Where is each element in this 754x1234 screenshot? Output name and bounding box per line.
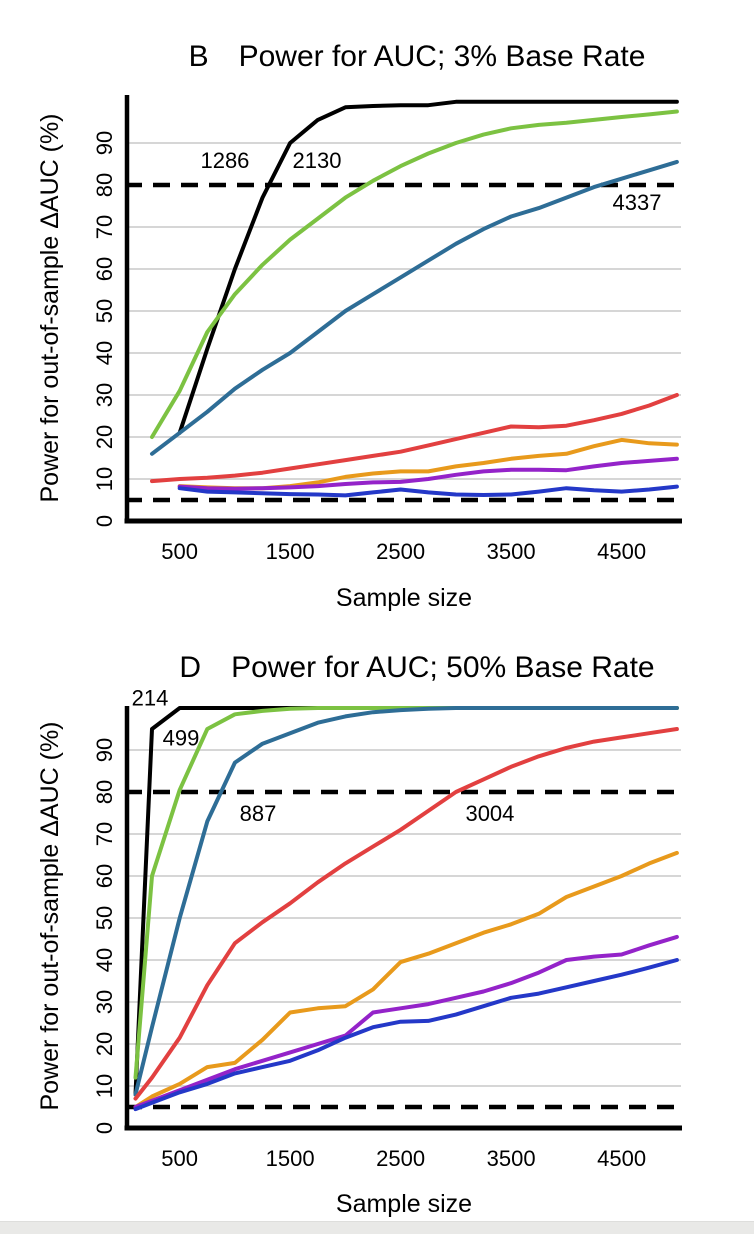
x-tick-label: 4500: [597, 539, 646, 564]
annotation-1286: 1286: [200, 148, 249, 173]
y-tick-label: 90: [92, 738, 117, 762]
annotation-214: 214: [132, 686, 169, 711]
y-tick-label: 70: [92, 822, 117, 846]
annotation-3004: 3004: [465, 801, 514, 826]
panel-d-title: D Power for AUC; 50% Base Rate: [140, 651, 694, 685]
series-line-teal: [150, 159, 679, 456]
annotation-2130: 2130: [293, 148, 342, 173]
series-line-orange: [133, 850, 679, 1109]
panel-b-x-axis-label: Sample size: [335, 584, 473, 612]
panel-b-title: B Power for AUC; 3% Base Rate: [140, 40, 694, 74]
x-tick-label: 3500: [487, 1146, 536, 1171]
x-tick-label: 1500: [266, 1146, 315, 1171]
y-tick-label: 0: [92, 1122, 117, 1134]
series-line-red: [133, 727, 679, 1101]
series-line-blue: [177, 484, 679, 498]
series-line-black: [177, 99, 679, 435]
x-tick-label: 1500: [266, 539, 315, 564]
panel-d-y-axis-label: Power for out-of-sample ΔAUC (%): [36, 721, 64, 1111]
y-tick-label: 40: [92, 948, 117, 972]
series-line-black: [133, 706, 679, 1097]
series-line-teal: [133, 706, 679, 1097]
series-line-green: [150, 109, 679, 439]
panel-b-title-text: Power for AUC; 3% Base Rate: [238, 40, 646, 73]
y-tick-label: 10: [92, 1074, 117, 1098]
y-tick-label: 40: [92, 341, 117, 365]
panel-d-x-axis-label: Sample size: [335, 1190, 473, 1218]
panel-b-y-axis-label: Power for out-of-sample ΔAUC (%): [36, 113, 64, 503]
y-tick-label: 60: [92, 864, 117, 888]
x-tick-label: 3500: [487, 539, 536, 564]
series-line-blue: [133, 958, 679, 1112]
y-tick-label: 30: [92, 990, 117, 1014]
annotation-4337: 4337: [613, 190, 662, 215]
y-tick-label: 90: [92, 131, 117, 155]
x-tick-label: 2500: [376, 539, 425, 564]
annotation-499: 499: [163, 725, 200, 750]
y-tick-label: 20: [92, 425, 117, 449]
page-edge-strip: [0, 1221, 754, 1234]
y-tick-label: 80: [92, 780, 117, 804]
y-tick-label: 60: [92, 257, 117, 281]
panel-d-letter: D: [179, 651, 202, 684]
x-tick-label: 500: [161, 539, 198, 564]
y-tick-label: 70: [92, 215, 117, 239]
x-tick-label: 500: [161, 1146, 198, 1171]
y-tick-label: 50: [92, 906, 117, 930]
y-tick-label: 0: [92, 515, 117, 527]
x-tick-label: 4500: [597, 1146, 646, 1171]
y-tick-label: 50: [92, 299, 117, 323]
annotation-887: 887: [240, 801, 277, 826]
series-line-purple: [133, 934, 679, 1109]
y-tick-label: 10: [92, 467, 117, 491]
y-tick-label: 20: [92, 1032, 117, 1056]
panel-b-letter: B: [188, 40, 209, 73]
panel-d-title-text: Power for AUC; 50% Base Rate: [231, 651, 655, 684]
series-line-purple: [177, 456, 679, 491]
x-tick-label: 2500: [376, 1146, 425, 1171]
series-line-red: [150, 393, 679, 484]
y-tick-label: 30: [92, 383, 117, 407]
y-tick-label: 80: [92, 173, 117, 197]
